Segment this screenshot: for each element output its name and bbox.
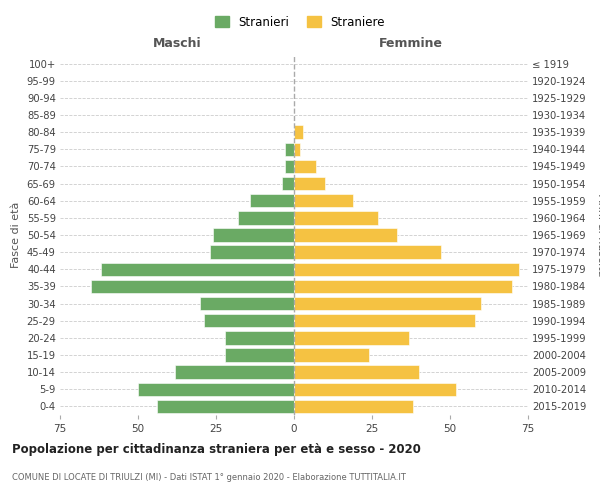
Bar (294, 314, 475, 328)
Bar (294, 194, 353, 207)
Bar (238, 211, 294, 224)
Bar (294, 228, 397, 241)
Bar (294, 211, 378, 224)
Text: COMUNE DI LOCATE DI TRIULZI (MI) - Dati ISTAT 1° gennaio 2020 - Elaborazione TUT: COMUNE DI LOCATE DI TRIULZI (MI) - Dati … (12, 472, 406, 482)
Bar (294, 262, 518, 276)
Bar (213, 228, 294, 241)
Bar (175, 366, 294, 379)
Bar (294, 280, 512, 293)
Bar (250, 194, 294, 207)
Bar (226, 331, 294, 344)
Bar (294, 297, 481, 310)
Bar (294, 348, 369, 362)
Legend: Stranieri, Straniere: Stranieri, Straniere (210, 11, 390, 34)
Text: Maschi: Maschi (152, 37, 202, 50)
Bar (294, 177, 325, 190)
Bar (294, 160, 316, 173)
Bar (284, 160, 294, 173)
Y-axis label: Anni di nascita: Anni di nascita (596, 194, 600, 276)
Bar (281, 177, 294, 190)
Bar (294, 382, 456, 396)
Bar (101, 262, 294, 276)
Bar (294, 366, 419, 379)
Bar (157, 400, 294, 413)
Bar (210, 246, 294, 259)
Bar (294, 400, 413, 413)
Bar (91, 280, 294, 293)
Bar (203, 314, 294, 328)
Text: Femmine: Femmine (379, 37, 443, 50)
Bar (294, 331, 409, 344)
Bar (294, 246, 440, 259)
Y-axis label: Fasce di età: Fasce di età (11, 202, 21, 268)
Bar (284, 142, 294, 156)
Bar (226, 348, 294, 362)
Bar (294, 126, 304, 139)
Bar (138, 382, 294, 396)
Bar (294, 142, 300, 156)
Bar (200, 297, 294, 310)
Text: Popolazione per cittadinanza straniera per età e sesso - 2020: Popolazione per cittadinanza straniera p… (12, 442, 421, 456)
